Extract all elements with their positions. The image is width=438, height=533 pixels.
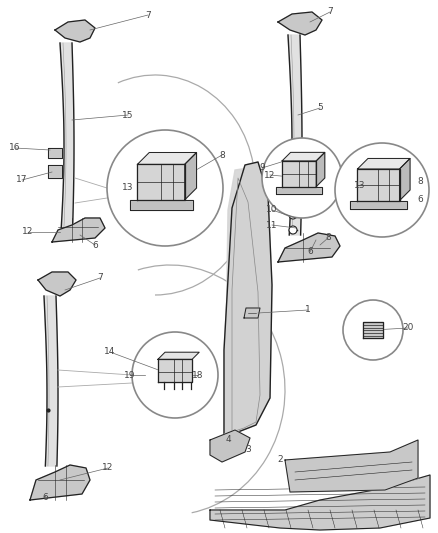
Text: 19: 19 xyxy=(124,370,136,379)
Polygon shape xyxy=(244,308,260,318)
Text: 7: 7 xyxy=(145,11,151,20)
Text: 18: 18 xyxy=(192,370,204,379)
Text: 3: 3 xyxy=(245,446,251,455)
Text: 8: 8 xyxy=(325,233,331,243)
Polygon shape xyxy=(399,158,410,200)
Text: 13: 13 xyxy=(354,181,366,190)
Polygon shape xyxy=(48,148,62,158)
Text: 6: 6 xyxy=(307,247,313,256)
Polygon shape xyxy=(130,200,193,209)
Text: 17: 17 xyxy=(16,175,28,184)
Text: 8: 8 xyxy=(219,150,225,159)
Circle shape xyxy=(262,138,342,218)
Polygon shape xyxy=(278,233,340,262)
Polygon shape xyxy=(30,465,90,500)
Circle shape xyxy=(335,143,429,237)
Text: 8: 8 xyxy=(417,177,423,187)
Text: 15: 15 xyxy=(122,110,134,119)
Text: 7: 7 xyxy=(327,7,333,17)
Polygon shape xyxy=(55,20,95,42)
Polygon shape xyxy=(316,152,325,187)
Text: 1: 1 xyxy=(305,305,311,314)
Polygon shape xyxy=(357,158,410,169)
Polygon shape xyxy=(363,322,383,338)
Text: 12: 12 xyxy=(22,228,34,237)
Polygon shape xyxy=(276,187,322,193)
Circle shape xyxy=(289,151,297,159)
Text: 6: 6 xyxy=(92,240,98,249)
Circle shape xyxy=(343,300,403,360)
Circle shape xyxy=(289,226,297,234)
Polygon shape xyxy=(158,352,199,359)
Polygon shape xyxy=(282,152,325,161)
Circle shape xyxy=(132,332,218,418)
Polygon shape xyxy=(38,272,76,296)
Text: 7: 7 xyxy=(97,273,103,282)
Text: 16: 16 xyxy=(9,143,21,152)
Circle shape xyxy=(289,211,297,219)
Text: 10: 10 xyxy=(266,206,278,214)
Text: 13: 13 xyxy=(122,183,134,192)
Polygon shape xyxy=(350,200,406,209)
Text: 5: 5 xyxy=(317,103,323,112)
Text: 12: 12 xyxy=(264,171,276,180)
Polygon shape xyxy=(357,169,399,200)
Polygon shape xyxy=(44,296,58,466)
Text: 20: 20 xyxy=(403,324,413,333)
Polygon shape xyxy=(52,218,105,242)
Polygon shape xyxy=(60,43,74,228)
Polygon shape xyxy=(224,162,272,440)
Polygon shape xyxy=(210,475,430,530)
Text: 11: 11 xyxy=(266,221,278,230)
Text: 6: 6 xyxy=(42,494,48,503)
Polygon shape xyxy=(285,440,418,492)
Text: 6: 6 xyxy=(417,196,423,205)
Text: 9: 9 xyxy=(259,164,265,173)
Polygon shape xyxy=(185,152,197,200)
Text: 14: 14 xyxy=(104,348,116,357)
Text: 2: 2 xyxy=(277,456,283,464)
Polygon shape xyxy=(138,152,197,164)
Polygon shape xyxy=(48,165,62,178)
Polygon shape xyxy=(288,35,302,235)
Polygon shape xyxy=(158,359,192,382)
Polygon shape xyxy=(226,168,268,430)
Text: 12: 12 xyxy=(102,464,114,472)
Circle shape xyxy=(107,130,223,246)
Polygon shape xyxy=(138,164,185,200)
Text: 4: 4 xyxy=(225,435,231,445)
Polygon shape xyxy=(278,12,322,35)
Polygon shape xyxy=(282,161,316,187)
Polygon shape xyxy=(210,430,250,462)
